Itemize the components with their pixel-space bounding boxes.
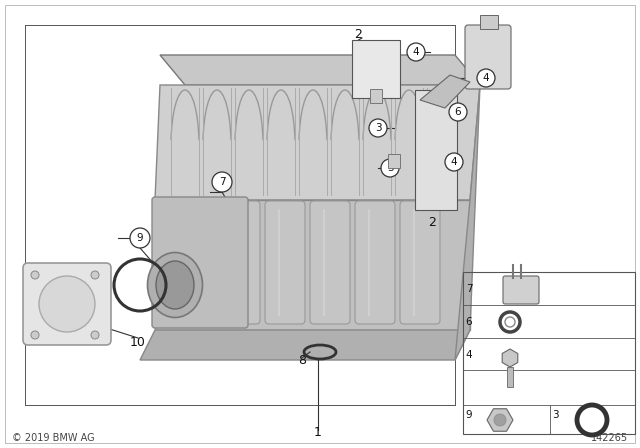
- Circle shape: [91, 271, 99, 279]
- FancyBboxPatch shape: [465, 25, 511, 89]
- Text: 7: 7: [466, 284, 472, 294]
- Text: 6: 6: [466, 317, 472, 327]
- Text: 8: 8: [298, 353, 306, 366]
- Bar: [415, 90, 457, 210]
- Text: 1: 1: [314, 426, 322, 439]
- Circle shape: [31, 331, 39, 339]
- Bar: [370, 89, 382, 103]
- Text: 4: 4: [451, 157, 458, 167]
- Polygon shape: [155, 85, 480, 200]
- FancyBboxPatch shape: [265, 201, 305, 324]
- Bar: [463, 272, 635, 434]
- Text: 2: 2: [428, 215, 436, 228]
- Circle shape: [91, 331, 99, 339]
- Text: 4: 4: [483, 73, 490, 83]
- Text: 7: 7: [219, 177, 225, 187]
- Circle shape: [381, 159, 399, 177]
- FancyBboxPatch shape: [400, 201, 440, 324]
- FancyBboxPatch shape: [310, 201, 350, 324]
- FancyBboxPatch shape: [503, 276, 539, 304]
- Text: 4: 4: [413, 47, 419, 57]
- Polygon shape: [155, 200, 470, 330]
- Ellipse shape: [156, 261, 194, 309]
- Circle shape: [445, 153, 463, 171]
- Text: 2: 2: [354, 29, 362, 42]
- Text: 9: 9: [466, 410, 472, 420]
- Text: 5: 5: [483, 13, 491, 26]
- Text: 3: 3: [552, 410, 558, 420]
- FancyBboxPatch shape: [220, 201, 260, 324]
- FancyBboxPatch shape: [23, 263, 111, 345]
- Polygon shape: [420, 75, 470, 108]
- Circle shape: [477, 69, 495, 87]
- Circle shape: [494, 414, 506, 426]
- Circle shape: [212, 172, 232, 192]
- Bar: [480, 15, 498, 29]
- Circle shape: [31, 271, 39, 279]
- FancyBboxPatch shape: [175, 201, 215, 324]
- Ellipse shape: [147, 253, 202, 318]
- Bar: [507, 367, 513, 387]
- FancyBboxPatch shape: [355, 201, 395, 324]
- Circle shape: [130, 228, 150, 248]
- Circle shape: [407, 43, 425, 61]
- Text: 3: 3: [387, 163, 394, 173]
- Text: 4: 4: [466, 350, 472, 360]
- Text: 142265: 142265: [591, 433, 628, 443]
- Circle shape: [39, 276, 95, 332]
- Polygon shape: [160, 55, 480, 85]
- Polygon shape: [455, 85, 480, 360]
- Polygon shape: [140, 330, 470, 360]
- Text: 10: 10: [130, 336, 146, 349]
- Circle shape: [449, 103, 467, 121]
- Bar: [388, 154, 400, 168]
- Text: 3: 3: [374, 123, 381, 133]
- Text: 6: 6: [454, 107, 461, 117]
- Text: 9: 9: [137, 233, 143, 243]
- Bar: [352, 40, 400, 98]
- Circle shape: [369, 119, 387, 137]
- Text: © 2019 BMW AG: © 2019 BMW AG: [12, 433, 95, 443]
- FancyBboxPatch shape: [152, 197, 248, 328]
